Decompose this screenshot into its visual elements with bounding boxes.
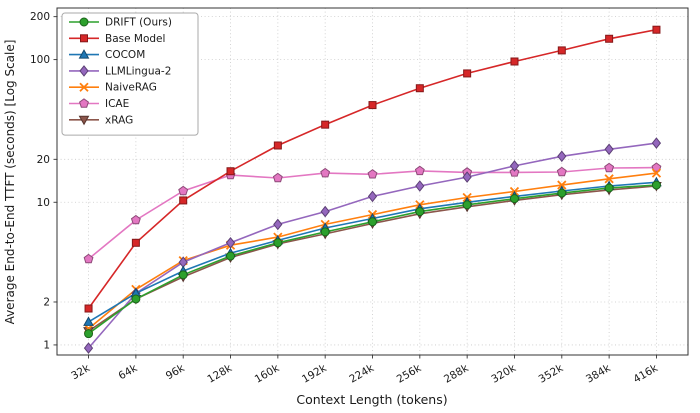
legend-label: xRAG — [105, 114, 133, 126]
x-tick-label: 32k — [69, 362, 93, 383]
x-tick-label: 256k — [395, 362, 424, 386]
x-tick-label: 160k — [253, 362, 282, 386]
legend-label: DRIFT (Ours) — [105, 17, 172, 29]
series-icae — [83, 162, 662, 264]
x-tick-label: 128k — [205, 362, 234, 386]
x-tick-label: 64k — [117, 362, 141, 383]
x-tick-label: 224k — [347, 362, 376, 386]
y-tick-label: 20 — [37, 154, 50, 166]
legend-label: COCOM — [105, 49, 145, 61]
y-tick-label: 1 — [43, 339, 50, 351]
y-tick-label: 100 — [30, 54, 50, 66]
series-base-model — [84, 25, 661, 313]
y-tick-label: 2 — [43, 296, 50, 308]
y-axis-label: Average End-to-End TTFT (seconds) [Log S… — [3, 40, 17, 325]
legend-label: Base Model — [105, 33, 165, 45]
legend-label: ICAE — [105, 98, 129, 110]
series-llmlingua-2 — [83, 137, 662, 354]
plot-layer: 1 2 10 20 100 200 32k 64k 96k 128k 160k 192k 224k 256… — [30, 7, 689, 386]
x-tick-label: 352k — [537, 362, 566, 386]
x-tick-label: 192k — [300, 362, 329, 386]
x-tick-label: 288k — [442, 362, 471, 386]
legend-label: NaiveRAG — [105, 82, 157, 94]
x-axis-label: Context Length (tokens) — [296, 392, 447, 407]
series-drift-ours- — [84, 180, 661, 339]
x-tick-label: 384k — [584, 362, 613, 386]
x-tick-label: 96k — [164, 362, 188, 383]
series-xrag — [83, 182, 662, 337]
y-tick-label: 10 — [37, 197, 50, 209]
legend-label: LLMLingua-2 — [105, 65, 171, 77]
x-tick-label: 320k — [489, 362, 518, 386]
x-tick-label: 416k — [631, 362, 660, 386]
axis-ticks — [53, 16, 657, 359]
y-tick-label: 200 — [30, 11, 50, 23]
legend: DRIFT (Ours) Base Model COCOM LLMLingua-2 Na… — [61, 12, 199, 136]
